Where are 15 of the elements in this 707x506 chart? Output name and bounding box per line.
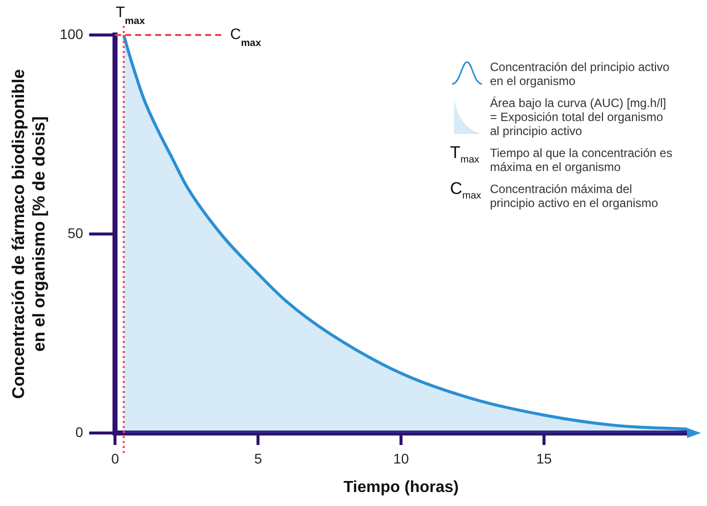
annotation: Área bajo la curva (AUC) [mg.h/l] = Exposición total del organismo al principio activo [490, 96, 668, 138]
legend-label: Concentración del principio activo en el organismo [490, 60, 670, 88]
x-tick-label: 0 [111, 450, 120, 466]
annotation: Tiempo al que la concentración es máxima en el organismo [490, 146, 674, 174]
text: T$_{max}$ [450, 143, 480, 166]
x-tick-label: 10 [393, 450, 410, 466]
x-tick-label: 15 [536, 450, 552, 466]
y-tick-label: 0 [75, 424, 84, 440]
annotation: Concentración máxima del principio activo en el organismo [490, 182, 660, 210]
x-tick-label: 5 [254, 450, 262, 466]
y-tick-label: 100 [60, 26, 84, 42]
y-axis-title: Concentración de fármaco biodisponible en el organismo [% de dosis] [8, 69, 48, 399]
y-tick-label: 50 [68, 224, 84, 241]
x-axis-title: Tiempo (horas) [343, 478, 459, 496]
text: C$_{max}$ [450, 179, 482, 202]
